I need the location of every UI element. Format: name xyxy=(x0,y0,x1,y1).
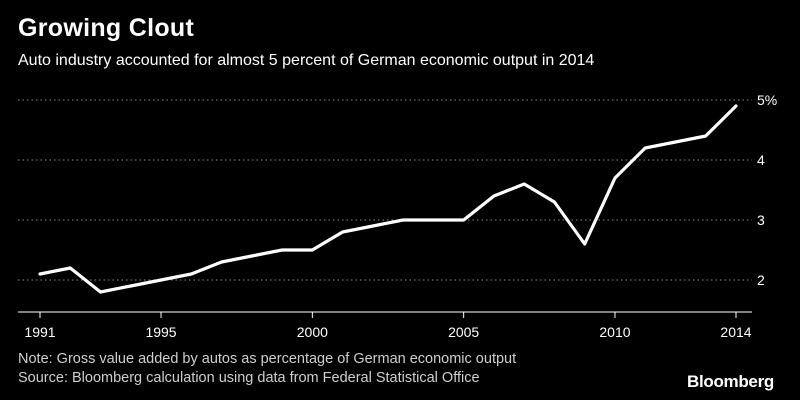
y-tick-label: 3 xyxy=(757,212,765,228)
x-tick-label: 2000 xyxy=(297,324,328,340)
x-tick-label: 1995 xyxy=(145,324,176,340)
y-tick-label: 5% xyxy=(757,92,777,108)
x-tick-label: 2005 xyxy=(448,324,479,340)
y-tick-label: 2 xyxy=(757,272,765,288)
x-axis: 1991 1995 2000 2005 2010 2014 xyxy=(18,311,752,340)
chart-notes: Note: Gross value added by autos as perc… xyxy=(18,350,516,388)
gridlines xyxy=(18,99,752,281)
x-tick-label: 2014 xyxy=(720,324,751,340)
y-axis: 2 3 4 5% xyxy=(757,92,777,288)
chart-subtitle: Auto industry accounted for almost 5 per… xyxy=(18,52,595,69)
chart-title: Growing Clout xyxy=(18,14,195,42)
y-tick-label: 4 xyxy=(757,152,765,168)
series-line xyxy=(38,104,738,294)
x-tick-label: 2010 xyxy=(599,324,630,340)
note-text: Note: Gross value added by autos as perc… xyxy=(18,351,517,367)
x-tick-label: 1991 xyxy=(24,324,55,340)
source-text: Source: Bloomberg calculation using data… xyxy=(18,370,480,386)
bloomberg-logo: Bloomberg xyxy=(686,372,774,391)
series-lines xyxy=(38,104,738,294)
